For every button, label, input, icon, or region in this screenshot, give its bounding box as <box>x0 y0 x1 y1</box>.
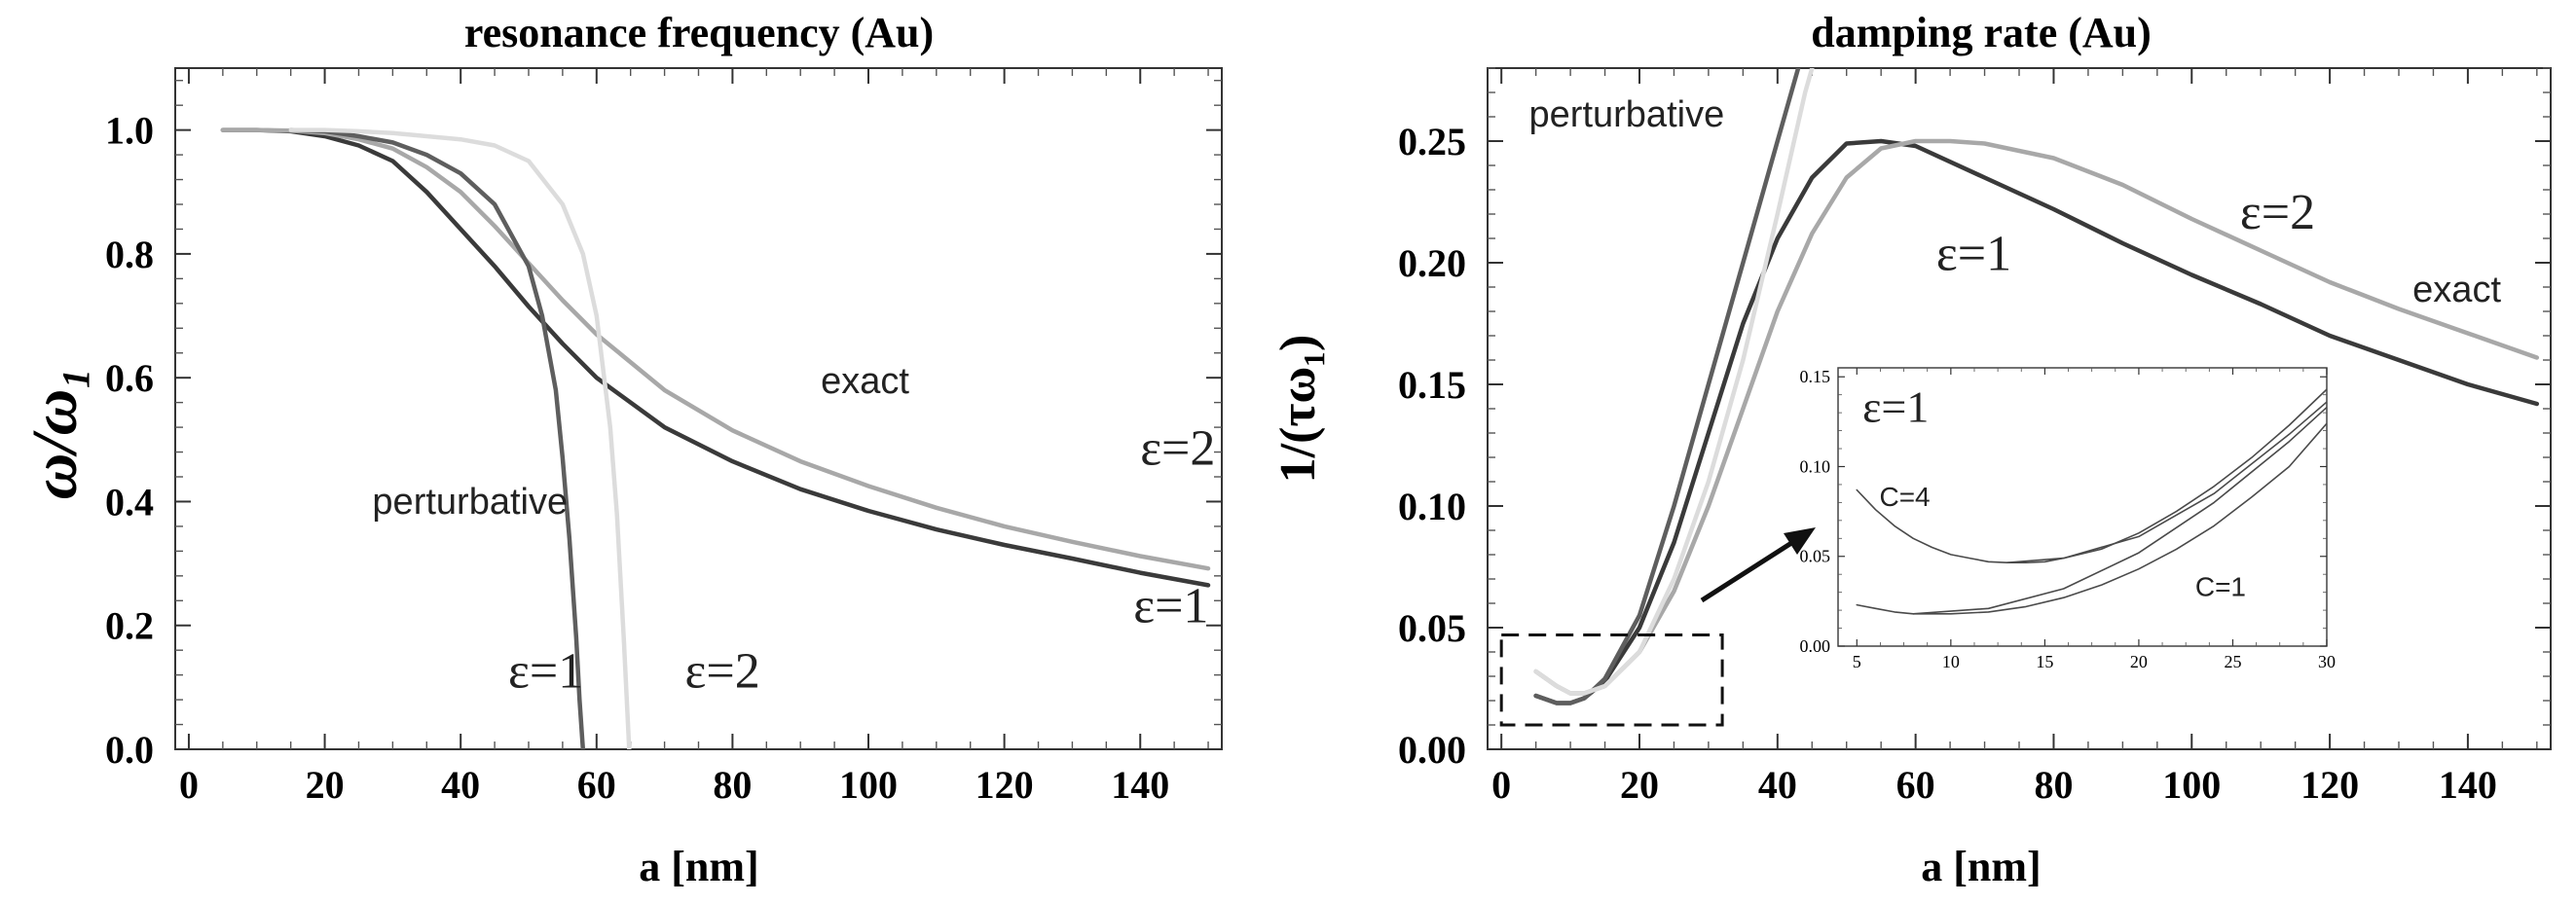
inset-annotations: ε=1 C=4 C=1 <box>1862 381 2246 601</box>
inset-series-c-4 <box>1856 388 2327 564</box>
inset-y-tick-label-0.1: 0.10 <box>1800 456 1831 476</box>
right-annotations: perturbative ε=1 ε=2 exact <box>1529 94 2502 310</box>
inset-axis-ticks: 5 10 15 20 25 30 0.00 0.05 0.10 0.15 <box>1800 367 2337 671</box>
left-y-axis-label: ω/ω₁ <box>19 367 91 500</box>
right-x-tick-label-140: 140 <box>2439 763 2497 807</box>
right-x-tick-label-100: 100 <box>2162 763 2221 807</box>
right-series-perturbative-2 <box>1533 68 1815 696</box>
left-x-tick-label-120: 120 <box>975 763 1034 807</box>
left-x-tick-label-140: 140 <box>1111 763 1169 807</box>
left-x-tick-label-100: 100 <box>839 763 898 807</box>
right-x-axis-label: a [nm] <box>1921 843 2041 890</box>
inset-x-tick-label-20: 20 <box>2130 652 2148 671</box>
inset-series-c-4-bound <box>2006 401 2327 564</box>
left-series-lines <box>220 127 1211 749</box>
inset-x-tick-label-25: 25 <box>2224 652 2241 671</box>
left-series-exact-2 <box>220 127 1211 571</box>
right-y-tick-label-0.2: 0.20 <box>1398 241 1466 285</box>
right-x-tick-label-60: 60 <box>1896 763 1935 807</box>
right-y-axis-label: 1/(τω₁) <box>1270 335 1326 484</box>
right-x-tick-label-40: 40 <box>1758 763 1797 807</box>
left-y-tick-label-0: 0.0 <box>105 728 154 772</box>
left-annotation-2: ε=2 <box>685 643 760 699</box>
left-series-perturbative-1 <box>288 127 586 749</box>
right-series-perturbative-1 <box>1533 68 1801 705</box>
inset-y-tick-label-0.15: 0.15 <box>1800 367 1831 386</box>
right-chart-title: damping rate (Au) <box>1811 9 2152 56</box>
inset-y-tick-label-0.05: 0.05 <box>1800 547 1831 566</box>
right-series-lines <box>1533 68 2540 705</box>
left-x-tick-label-0: 0 <box>179 763 199 807</box>
right-annotation-2: ε=2 <box>2240 185 2315 240</box>
inset-y-tick-label-0: 0.00 <box>1800 636 1831 656</box>
inset-series-lines <box>1856 388 2327 615</box>
inset-plot: 5 10 15 20 25 30 0.00 0.05 0.10 0.15 ε=1 C=4 C=1 <box>1800 367 2337 671</box>
left-x-tick-label-40: 40 <box>441 763 480 807</box>
left-y-tick-label-0.8: 0.8 <box>105 233 154 276</box>
zoom-arrow-line <box>1700 535 1801 603</box>
inset-x-tick-label-10: 10 <box>1942 652 1960 671</box>
right-y-tick-label-0: 0.00 <box>1398 728 1466 772</box>
left-annotation-2: ε=2 <box>1140 420 1215 476</box>
right-x-tick-label-0: 0 <box>1491 763 1511 807</box>
right-y-tick-label-0.15: 0.15 <box>1398 363 1466 407</box>
left-y-tick-label-0.2: 0.2 <box>105 604 154 648</box>
left-annotation-1: ε=1 <box>508 643 583 699</box>
inset-series-c-1 <box>1856 422 2327 615</box>
left-x-tick-label-60: 60 <box>577 763 616 807</box>
left-x-tick-label-20: 20 <box>306 763 345 807</box>
right-x-tick-label-80: 80 <box>2034 763 2073 807</box>
right-annotation-1: ε=1 <box>1936 227 2011 282</box>
inset-x-tick-label-15: 15 <box>2036 652 2053 671</box>
inset-annotation-1: ε=1 <box>1862 381 1929 431</box>
right-axis-ticks: 0 20 40 60 80 100 120 140 0.00 0.05 0.10 0.15 0.20 0.… <box>1398 67 2551 807</box>
left-y-tick-label-1: 1.0 <box>105 109 154 153</box>
left-y-tick-label-0.6: 0.6 <box>105 356 154 400</box>
left-x-tick-label-80: 80 <box>713 763 752 807</box>
inset-frame <box>1837 367 2328 647</box>
left-annotations: exact ε=2 ε=1 perturbative ε=1 ε=2 <box>372 361 1215 699</box>
right-annotation-perturbative: perturbative <box>1529 94 1725 135</box>
zoom-highlight-box <box>1499 633 1724 727</box>
left-series-perturbative-2 <box>288 127 632 749</box>
inset-annotation-c-1: C=1 <box>2195 571 2246 601</box>
left-x-axis-label: a [nm] <box>639 843 758 890</box>
left-axis-ticks: 0 20 40 60 80 100 120 140 0.0 0.2 0.4 0.6 0.8 1.0 <box>105 68 1222 807</box>
damping-rate-panel: damping rate (Au) a [nm] 1/(τω₁) 0 20 40 60… <box>1270 9 2552 890</box>
right-y-tick-label-0.05: 0.05 <box>1398 606 1466 650</box>
left-annotation-exact: exact <box>821 361 909 402</box>
right-annotation-exact: exact <box>2412 270 2501 310</box>
right-y-tick-label-0.1: 0.10 <box>1398 485 1466 528</box>
right-x-tick-label-120: 120 <box>2300 763 2359 807</box>
left-annotation-1: ε=1 <box>1133 579 1208 634</box>
inset-x-tick-label-5: 5 <box>1853 652 1861 671</box>
right-y-tick-label-0.25: 0.25 <box>1398 120 1466 163</box>
left-annotation-perturbative: perturbative <box>372 482 568 523</box>
inset-x-tick-label-30: 30 <box>2318 652 2336 671</box>
zoom-arrow-head <box>1784 527 1816 555</box>
right-x-tick-label-20: 20 <box>1620 763 1659 807</box>
left-chart-title: resonance frequency (Au) <box>464 9 934 56</box>
left-y-tick-label-0.4: 0.4 <box>105 480 154 524</box>
inset-series-c-1-bound <box>1912 406 2327 615</box>
left-series-exact-1 <box>220 127 1211 588</box>
resonance-frequency-panel: resonance frequency (Au) a [nm] ω/ω₁ 0 20… <box>19 9 1223 890</box>
inset-annotation-c-4: C=4 <box>1879 482 1930 512</box>
